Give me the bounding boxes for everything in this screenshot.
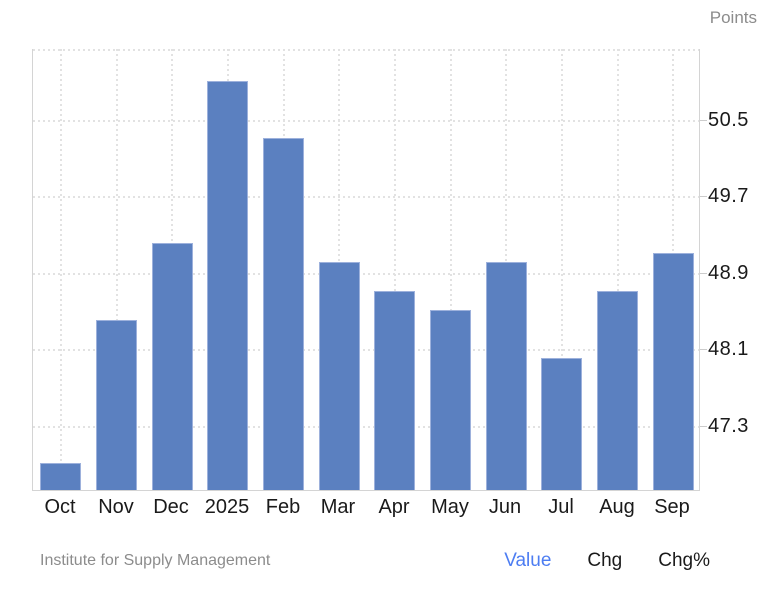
- y-axis-tick: [700, 273, 707, 274]
- x-axis-label: Jun: [488, 496, 522, 518]
- tab-chg-pct[interactable]: Chg%: [658, 550, 710, 571]
- bar-Jul[interactable]: [541, 358, 582, 490]
- gridline-horizontal: [33, 120, 699, 122]
- tab-value[interactable]: Value: [504, 550, 552, 571]
- bar-Aug[interactable]: [597, 291, 638, 490]
- y-axis-tick: [700, 196, 707, 197]
- gridline-horizontal: [33, 273, 699, 275]
- gridline-vertical: [617, 49, 619, 490]
- gridline-horizontal: [33, 196, 699, 198]
- x-axis-label: Oct: [44, 496, 76, 518]
- gridline-vertical: [394, 49, 396, 490]
- bar-Apr[interactable]: [374, 291, 415, 490]
- units-label: Points: [709, 8, 757, 27]
- bar-Jun[interactable]: [486, 262, 527, 490]
- gridline-vertical: [450, 49, 452, 490]
- bar-May[interactable]: [430, 310, 471, 490]
- y-axis-label: 50.5: [708, 109, 749, 131]
- x-axis-label: Aug: [599, 496, 635, 518]
- bar-Feb[interactable]: [263, 138, 304, 490]
- source-label: Institute for Supply Management: [40, 552, 271, 569]
- x-axis-label: Dec: [153, 496, 189, 518]
- bar-Sep[interactable]: [653, 253, 694, 490]
- y-axis-label: 48.1: [708, 338, 749, 360]
- x-axis-label: Apr: [378, 496, 410, 518]
- bar-Oct[interactable]: [40, 463, 81, 490]
- x-axis-label: Jul: [548, 496, 574, 518]
- y-axis-label: 49.7: [708, 185, 749, 207]
- y-axis-tick: [700, 349, 707, 350]
- gridline-vertical: [60, 49, 62, 490]
- y-axis-label: 47.3: [708, 415, 749, 437]
- x-axis-label: Nov: [98, 496, 134, 518]
- bar-Nov[interactable]: [96, 320, 137, 490]
- y-axis-tick: [700, 120, 707, 121]
- plot-top-border: [33, 49, 699, 51]
- tab-chg[interactable]: Chg: [587, 550, 623, 571]
- y-axis-label: 48.9: [708, 262, 749, 284]
- gridline-horizontal: [33, 426, 699, 428]
- x-axis-label: Feb: [265, 496, 301, 518]
- x-axis-label: May: [431, 496, 469, 518]
- gridline-horizontal: [33, 349, 699, 351]
- x-axis-label: Mar: [320, 496, 356, 518]
- y-axis-tick: [700, 426, 707, 427]
- x-axis-label: 2025: [204, 496, 250, 518]
- bar-Mar[interactable]: [319, 262, 360, 490]
- plot-area: [32, 49, 700, 491]
- gridline-vertical: [116, 49, 118, 490]
- x-axis-label: Sep: [654, 496, 690, 518]
- footer-tabs: Value Chg Chg%: [504, 550, 710, 572]
- gridline-vertical: [561, 49, 563, 490]
- bar-Dec[interactable]: [152, 243, 193, 490]
- bar-2025[interactable]: [207, 81, 248, 490]
